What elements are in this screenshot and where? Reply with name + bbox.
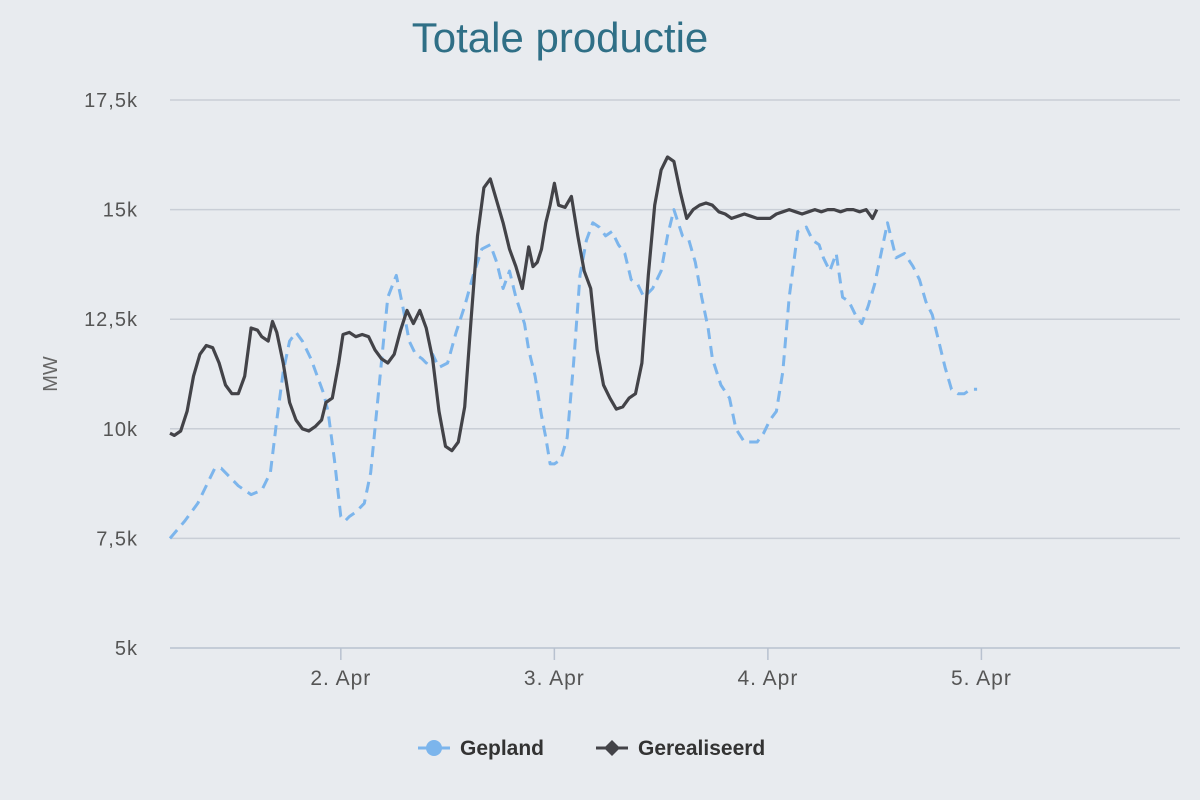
chart-title: Totale productie — [412, 14, 709, 61]
y-axis-label: MW — [40, 356, 62, 392]
y-tick-label: 12,5k — [84, 309, 138, 331]
y-tick-label: 17,5k — [84, 90, 138, 112]
legend-item-gepland[interactable]: Gepland — [418, 737, 544, 760]
grid-lines — [170, 99, 1180, 540]
x-tick-label: 2. Apr — [310, 667, 371, 690]
legend: Gepland Gerealiseerd — [418, 737, 765, 760]
y-tick-label: 7,5k — [96, 528, 138, 550]
x-axis-ticks: 2. Apr 3. Apr 4. Apr 5. Apr — [310, 648, 1011, 690]
legend-diamond-icon — [604, 740, 620, 756]
y-tick-label: 10k — [103, 419, 138, 441]
series-line-gerealiseerd[interactable] — [169, 155, 879, 453]
y-tick-label: 15k — [103, 200, 138, 222]
x-tick-label: 3. Apr — [524, 667, 585, 690]
legend-label: Gepland — [460, 737, 544, 760]
series-lines[interactable] — [168, 155, 978, 540]
legend-label: Gerealiseerd — [638, 737, 765, 760]
y-axis-ticks: 5k 7,5k 10k 12,5k 15k 17,5k — [84, 90, 138, 660]
series-line-gepland[interactable] — [168, 208, 978, 540]
x-tick-label: 4. Apr — [737, 667, 798, 690]
y-tick-label: 5k — [115, 638, 138, 660]
legend-circle-icon — [426, 740, 442, 756]
x-tick-label: 5. Apr — [951, 667, 1012, 690]
legend-item-gerealiseerd[interactable]: Gerealiseerd — [596, 737, 765, 760]
